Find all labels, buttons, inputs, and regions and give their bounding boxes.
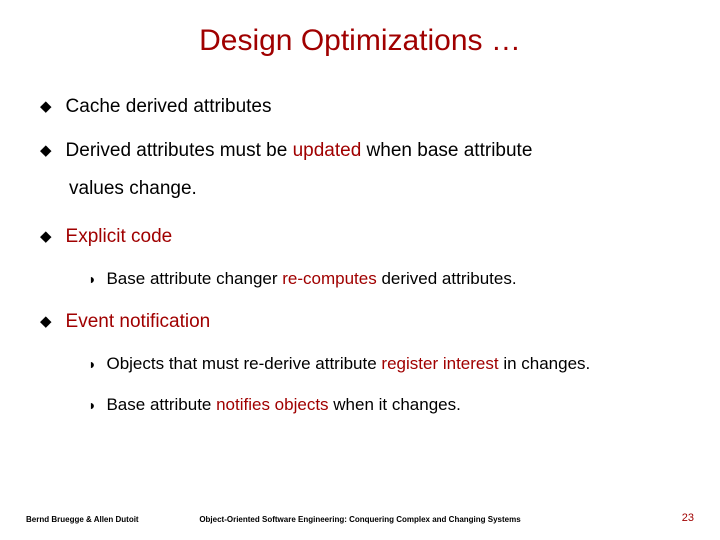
slide: Design Optimizations … ◆ Cache derived a…	[0, 0, 720, 540]
highlight-recomputes: re-computes	[282, 269, 376, 288]
diamond-icon: ◆	[40, 138, 52, 164]
bullet-text: Event notification	[66, 309, 211, 335]
arrow-icon: ◗	[88, 353, 96, 376]
sub-bullet-notifies: ◗ Base attribute notifies objects when i…	[88, 394, 680, 417]
page-number: 23	[682, 512, 694, 524]
sub-bullet-text: Base attribute changer re-computes deriv…	[106, 268, 516, 291]
slide-title: Design Optimizations …	[40, 24, 680, 58]
bullet-text: Cache derived attributes	[66, 94, 272, 120]
arrow-icon: ◗	[88, 268, 96, 291]
sub-bullet-text: Base attribute notifies objects when it …	[106, 394, 460, 417]
diamond-icon: ◆	[40, 94, 52, 120]
bullet-list: ◆ Cache derived attributes ◆ Derived att…	[40, 94, 680, 417]
bullet-text: Explicit code	[66, 224, 173, 250]
diamond-icon: ◆	[40, 224, 52, 250]
sub-bullet-register: ◗ Objects that must re-derive attribute …	[88, 353, 680, 376]
sub-bullet-recompute: ◗ Base attribute changer re-computes der…	[88, 268, 680, 291]
bullet-explicit: ◆ Explicit code	[40, 224, 680, 250]
bullet-text: Derived attributes must be updated when …	[66, 138, 533, 164]
arrow-icon: ◗	[88, 394, 96, 417]
footer-authors: Bernd Bruegge & Allen Dutoit	[26, 515, 139, 524]
bullet-cache: ◆ Cache derived attributes	[40, 94, 680, 120]
footer-book-title: Object-Oriented Software Engineering: Co…	[199, 515, 520, 524]
bullet-derived-cont: values change.	[69, 176, 680, 202]
highlight-updated: updated	[293, 140, 362, 161]
sub-bullet-text: Objects that must re-derive attribute re…	[106, 353, 590, 376]
bullet-derived: ◆ Derived attributes must be updated whe…	[40, 138, 680, 164]
highlight-notifies: notifies objects	[216, 395, 328, 414]
bullet-event: ◆ Event notification	[40, 309, 680, 335]
diamond-icon: ◆	[40, 309, 52, 335]
highlight-register: register interest	[381, 354, 498, 373]
